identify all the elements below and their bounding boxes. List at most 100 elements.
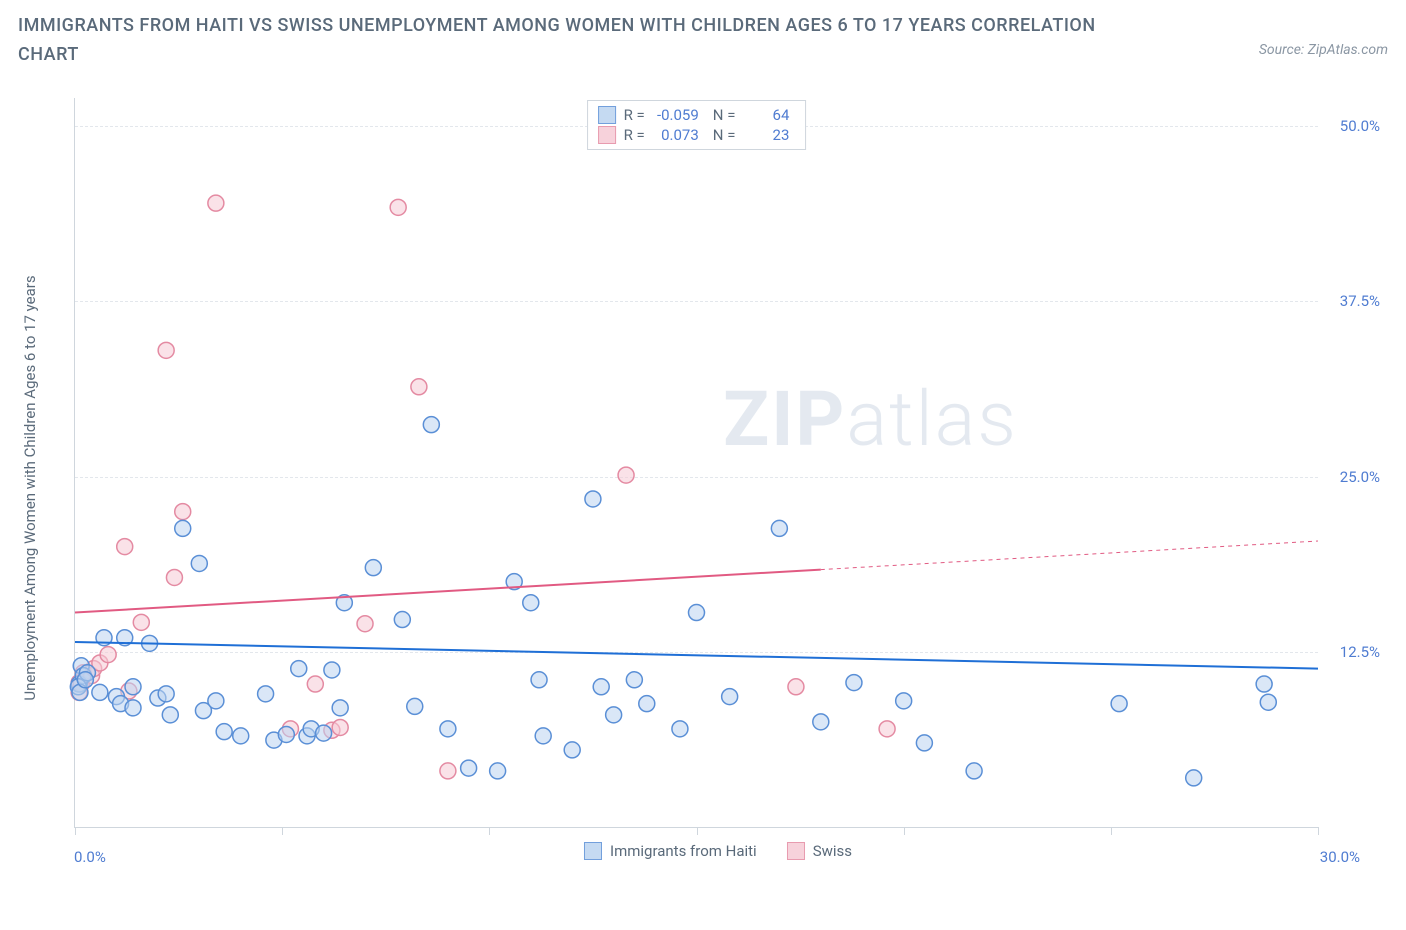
x-tick: [489, 827, 490, 835]
trend-line: [75, 642, 1318, 669]
data-point: [278, 726, 294, 742]
data-point: [332, 719, 348, 735]
stats-row: R = -0.059 N = 64: [598, 105, 796, 125]
data-point: [365, 560, 381, 576]
legend-swatch: [787, 842, 805, 860]
data-point: [175, 504, 191, 520]
stat-r-label: R =: [624, 106, 645, 124]
scatter-svg: [75, 98, 1318, 827]
data-point: [672, 721, 688, 737]
legend: Immigrants from Haiti Swiss: [584, 842, 852, 860]
data-point: [316, 725, 332, 741]
y-tick-label: 50.0%: [1340, 117, 1380, 135]
data-point: [531, 672, 547, 688]
data-point: [606, 707, 622, 723]
x-axis-start-label: 0.0%: [74, 848, 106, 866]
legend-swatch: [598, 126, 616, 144]
data-point: [92, 684, 108, 700]
data-point: [618, 467, 634, 483]
data-point: [722, 689, 738, 705]
data-point: [813, 714, 829, 730]
data-point: [390, 199, 406, 215]
data-point: [407, 698, 423, 714]
data-point: [357, 616, 373, 632]
data-point: [162, 707, 178, 723]
data-point: [175, 520, 191, 536]
data-point: [208, 693, 224, 709]
data-point: [133, 614, 149, 630]
data-point: [523, 595, 539, 611]
x-tick: [904, 827, 905, 835]
data-point: [423, 417, 439, 433]
data-point: [639, 696, 655, 712]
x-tick: [1111, 827, 1112, 835]
legend-item: Swiss: [787, 842, 852, 860]
source-label: Source: ZipAtlas.com: [1259, 42, 1388, 58]
data-point: [77, 672, 93, 688]
data-point: [440, 763, 456, 779]
stat-n-label: N =: [713, 106, 736, 124]
data-point: [1186, 770, 1202, 786]
data-point: [158, 686, 174, 702]
plot-area: ZIPatlas R = -0.059 N = 64 R = 0.073 N =…: [74, 98, 1318, 828]
data-point: [191, 555, 207, 571]
data-point: [1260, 694, 1276, 710]
y-tick-label: 25.0%: [1340, 468, 1380, 486]
data-point: [216, 724, 232, 740]
legend-item: Immigrants from Haiti: [584, 842, 757, 860]
data-point: [166, 569, 182, 585]
x-tick: [697, 827, 698, 835]
data-point: [896, 693, 912, 709]
trend-line-extrapolated: [821, 541, 1318, 570]
data-point: [788, 679, 804, 695]
data-point: [771, 520, 787, 536]
data-point: [490, 763, 506, 779]
data-point: [1111, 696, 1127, 712]
y-axis-label: Unemployment Among Women with Children A…: [21, 275, 39, 700]
y-tick-label: 37.5%: [1340, 292, 1380, 310]
data-point: [394, 612, 410, 628]
y-tick-label: 12.5%: [1340, 643, 1380, 661]
data-point: [916, 735, 932, 751]
data-point: [626, 672, 642, 688]
data-point: [689, 605, 705, 621]
data-point: [535, 728, 551, 744]
data-point: [125, 679, 141, 695]
legend-swatch: [598, 106, 616, 124]
x-tick: [1318, 827, 1319, 835]
data-point: [258, 686, 274, 702]
legend-label: Swiss: [813, 842, 852, 860]
chart-title: IMMIGRANTS FROM HAITI VS SWISS UNEMPLOYM…: [18, 12, 1118, 70]
x-tick: [75, 827, 76, 835]
data-point: [585, 491, 601, 507]
data-point: [208, 195, 224, 211]
stat-r-value: -0.059: [653, 106, 699, 124]
data-point: [440, 721, 456, 737]
x-tick: [282, 827, 283, 835]
data-point: [125, 700, 141, 716]
data-point: [117, 539, 133, 555]
data-point: [324, 662, 340, 678]
data-point: [291, 661, 307, 677]
data-point: [100, 647, 116, 663]
data-point: [966, 763, 982, 779]
trend-line: [75, 570, 821, 613]
data-point: [846, 675, 862, 691]
chart-container: Unemployment Among Women with Children A…: [48, 98, 1388, 878]
data-point: [158, 342, 174, 358]
stat-n-value: 64: [743, 106, 789, 124]
data-point: [411, 379, 427, 395]
legend-label: Immigrants from Haiti: [610, 842, 757, 860]
x-axis-end-label: 30.0%: [1320, 848, 1360, 866]
data-point: [879, 721, 895, 737]
stat-r-label: R =: [624, 126, 645, 144]
stat-n-value: 23: [743, 126, 789, 144]
correlation-stats-box: R = -0.059 N = 64 R = 0.073 N = 23: [587, 100, 807, 150]
legend-swatch: [584, 842, 602, 860]
data-point: [332, 700, 348, 716]
data-point: [593, 679, 609, 695]
data-point: [307, 676, 323, 692]
stats-row: R = 0.073 N = 23: [598, 125, 796, 145]
data-point: [564, 742, 580, 758]
data-point: [1256, 676, 1272, 692]
